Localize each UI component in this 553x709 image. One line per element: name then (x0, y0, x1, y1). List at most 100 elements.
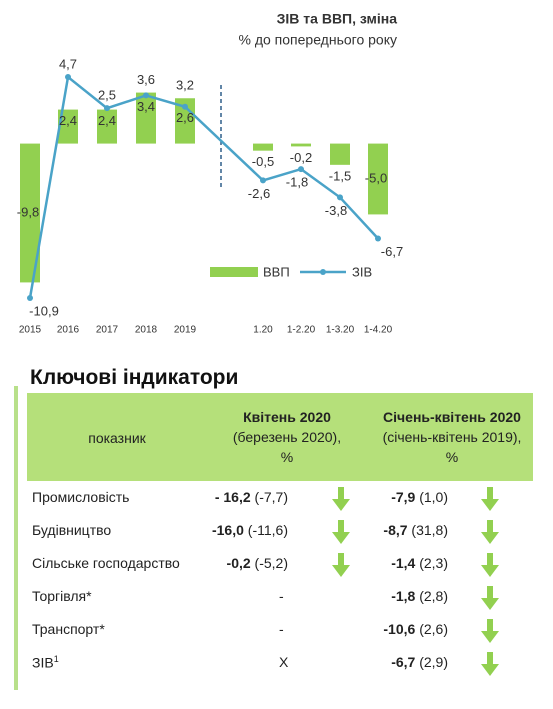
bar-label: -0,2 (290, 150, 312, 165)
x-tick-label: 2017 (96, 325, 119, 336)
line-label: -10,9 (29, 303, 59, 318)
row-label-text: Сільське господарство (32, 555, 180, 571)
x-tick-label: 1-4.20 (364, 325, 393, 336)
bar (291, 143, 311, 147)
row-label-text: Промисловість (32, 489, 130, 505)
line-label: -2,6 (248, 186, 270, 201)
arrow-icon (481, 487, 499, 511)
cell-value: -16,0 (211, 522, 244, 538)
header-cell: (березень 2020), (207, 427, 367, 447)
point (65, 74, 71, 80)
header-cell: показник (47, 428, 187, 448)
cell-prev: (31,8) (411, 522, 448, 538)
cell-prev: (2,9) (419, 654, 448, 670)
cell-prev: (2,6) (419, 621, 448, 637)
cell-value: - (279, 621, 284, 637)
cell: -1,8 (2,8) (391, 588, 448, 604)
line-label: 3,4 (137, 99, 155, 114)
bar (58, 109, 78, 144)
legend-label: ВВП (263, 264, 290, 279)
arrow-icon (332, 553, 350, 577)
line-label: 4,7 (59, 56, 77, 71)
bar-label: 2,4 (59, 113, 77, 128)
row-label: ЗІВ1 (32, 654, 59, 671)
bar-label: -9,8 (17, 204, 39, 219)
bar (20, 143, 40, 283)
table-row: Промисловість - 16,2 (-7,7) -7,9 (1,0) (27, 481, 533, 514)
arrow-icon (481, 652, 499, 676)
row-label-text: Торгівля* (32, 588, 92, 604)
line-label: -3,8 (325, 203, 347, 218)
cell-value: -0,2 (226, 555, 251, 571)
chart-title: ЗІВ та ВВП, зміна (277, 11, 398, 27)
row-label-sup: 1 (53, 654, 59, 664)
cell-value: - (279, 588, 284, 604)
point (260, 177, 266, 184)
cell: -7,9 (1,0) (391, 489, 448, 505)
point (27, 295, 33, 301)
row-label: Торгівля* (32, 588, 92, 604)
cell: -8,7 (31,8) (383, 522, 448, 538)
bar-label: 3,2 (176, 78, 194, 93)
point (375, 235, 381, 242)
cell-prev: (-5,2) (254, 555, 288, 571)
bar (368, 143, 388, 215)
cell-value: -1,8 (391, 588, 416, 604)
bar (175, 98, 195, 144)
bar-label: -5,0 (365, 170, 387, 185)
x-tick-label: 1.20 (253, 325, 273, 336)
arrow-icon (332, 487, 350, 511)
cell-value: - 16,2 (214, 489, 251, 505)
point (104, 105, 110, 112)
header-text: (березень 2020), (232, 429, 342, 445)
header-text: показник (88, 430, 146, 446)
accent-bar (14, 386, 18, 690)
header-text: % (280, 449, 294, 465)
cell-value: X (279, 654, 289, 670)
arrow-icon (481, 619, 499, 643)
table-row: Торгівля* - -1,8 (2,8) (27, 580, 533, 613)
line-label: -6,7 (381, 244, 403, 259)
cell-prev: (2,8) (419, 588, 448, 604)
row-label: Промисловість (32, 489, 129, 505)
cell-prev: (-7,7) (254, 489, 288, 505)
row-label: Будівництво (32, 522, 111, 538)
point (298, 166, 304, 173)
bar-label: 2,4 (98, 113, 116, 128)
line-label: 2,6 (176, 110, 194, 125)
cell-value: -7,9 (391, 489, 416, 505)
arrow-icon (481, 553, 499, 577)
x-tick-label: 2018 (135, 325, 158, 336)
line-label: -1,8 (286, 175, 308, 190)
legend-swatch (320, 269, 326, 275)
chart: ЗІВ та ВВП, зміна % до попереднього року… (17, 11, 403, 336)
cell-value: -10,6 (383, 621, 416, 637)
cell-prev: (1,0) (419, 489, 448, 505)
chart-subtitle: % до попереднього року (239, 32, 398, 48)
point (337, 194, 343, 201)
line-label: 2,5 (98, 88, 116, 103)
bar (330, 143, 350, 165)
header-text: (січень-квітень 2019), (382, 429, 522, 445)
x-tick-label: 2015 (19, 325, 42, 336)
header-cell: (січень-квітень 2019), (362, 427, 542, 447)
cell: - 16,2 (-7,7) (215, 489, 288, 505)
point (143, 92, 149, 99)
table-row: Транспорт* - -10,6 (2,6) (27, 613, 533, 646)
x-tick-label: 1-2.20 (287, 325, 316, 336)
section-title: Ключові індикатори (30, 366, 239, 389)
cell: -10,6 (2,6) (383, 621, 448, 637)
bar-label: -0,5 (252, 154, 274, 169)
cell: -0,2 (-5,2) (227, 555, 288, 571)
line (28, 74, 379, 299)
row-label-text: Транспорт* (32, 621, 105, 637)
row-label: Сільське господарство (32, 555, 180, 571)
cell: -6,7 (2,9) (391, 654, 448, 670)
arrow-icon (332, 520, 350, 544)
row-label-text: Будівництво (32, 522, 112, 538)
table-row: ЗІВ1 X -6,7 (2,9) (27, 646, 533, 679)
x-tick-label: 2016 (57, 325, 80, 336)
cell: -1,4 (2,3) (391, 555, 448, 571)
header-cell: Квітень 2020 (207, 407, 367, 427)
